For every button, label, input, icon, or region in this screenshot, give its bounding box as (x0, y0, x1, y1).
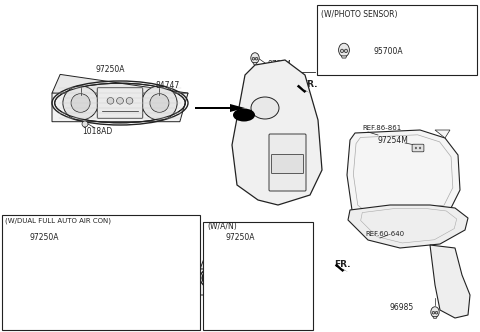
Ellipse shape (345, 49, 348, 52)
Text: 97250A: 97250A (95, 65, 124, 74)
Ellipse shape (71, 94, 90, 112)
Ellipse shape (80, 277, 85, 283)
Polygon shape (200, 252, 310, 286)
Ellipse shape (255, 57, 258, 60)
FancyBboxPatch shape (317, 5, 477, 75)
Ellipse shape (107, 98, 114, 104)
Text: (W/PHOTO SENSOR): (W/PHOTO SENSOR) (321, 10, 397, 19)
Text: 97254M: 97254M (378, 136, 409, 145)
FancyBboxPatch shape (203, 222, 313, 330)
Ellipse shape (251, 53, 259, 63)
FancyBboxPatch shape (97, 88, 143, 118)
Polygon shape (52, 74, 188, 112)
Text: 97250A: 97250A (225, 233, 254, 242)
Polygon shape (348, 205, 468, 248)
Text: (W/DUAL FULL AUTO AIR CON): (W/DUAL FULL AUTO AIR CON) (5, 218, 111, 224)
Polygon shape (341, 56, 347, 58)
Ellipse shape (117, 98, 123, 104)
Ellipse shape (420, 147, 421, 149)
Polygon shape (52, 93, 188, 122)
Text: REF.86-861: REF.86-861 (362, 125, 401, 131)
Ellipse shape (338, 43, 349, 57)
Ellipse shape (246, 275, 251, 281)
Polygon shape (347, 130, 460, 220)
Ellipse shape (126, 98, 133, 104)
Text: REF.60-640: REF.60-640 (365, 231, 404, 237)
FancyBboxPatch shape (412, 144, 424, 152)
Text: (W/A/N): (W/A/N) (207, 222, 237, 231)
Ellipse shape (340, 49, 344, 52)
Ellipse shape (95, 277, 100, 283)
Polygon shape (297, 85, 310, 93)
Polygon shape (232, 60, 322, 205)
Polygon shape (335, 264, 348, 272)
Ellipse shape (38, 264, 70, 296)
Ellipse shape (273, 263, 301, 293)
Ellipse shape (150, 94, 169, 112)
Polygon shape (430, 245, 470, 318)
Ellipse shape (110, 264, 142, 296)
Ellipse shape (432, 311, 435, 314)
Ellipse shape (209, 263, 238, 293)
FancyBboxPatch shape (272, 154, 303, 174)
Ellipse shape (431, 307, 439, 317)
Ellipse shape (251, 97, 279, 119)
Polygon shape (433, 316, 437, 318)
Ellipse shape (216, 270, 231, 287)
Ellipse shape (142, 86, 177, 120)
Text: FR.: FR. (334, 260, 350, 269)
Text: 97250A: 97250A (30, 233, 60, 242)
Ellipse shape (45, 271, 63, 289)
Polygon shape (253, 62, 257, 64)
Text: 1018AD: 1018AD (82, 127, 112, 136)
FancyBboxPatch shape (2, 215, 200, 330)
Polygon shape (195, 104, 245, 112)
Text: 97254: 97254 (268, 60, 292, 69)
Ellipse shape (117, 271, 134, 289)
Ellipse shape (233, 109, 255, 122)
Polygon shape (435, 130, 450, 138)
FancyBboxPatch shape (236, 264, 274, 292)
Text: 96985: 96985 (390, 303, 414, 312)
Ellipse shape (279, 270, 295, 287)
Ellipse shape (415, 147, 417, 149)
Text: 84747: 84747 (155, 81, 179, 90)
FancyBboxPatch shape (69, 265, 111, 295)
Ellipse shape (252, 57, 255, 60)
Text: FR.: FR. (301, 80, 317, 89)
Polygon shape (200, 269, 310, 295)
FancyBboxPatch shape (269, 134, 306, 191)
Polygon shape (28, 253, 152, 289)
Polygon shape (28, 271, 152, 298)
Ellipse shape (63, 86, 98, 120)
Circle shape (82, 121, 88, 127)
Ellipse shape (435, 311, 438, 314)
Text: 95700A: 95700A (374, 47, 404, 56)
Ellipse shape (259, 275, 264, 281)
